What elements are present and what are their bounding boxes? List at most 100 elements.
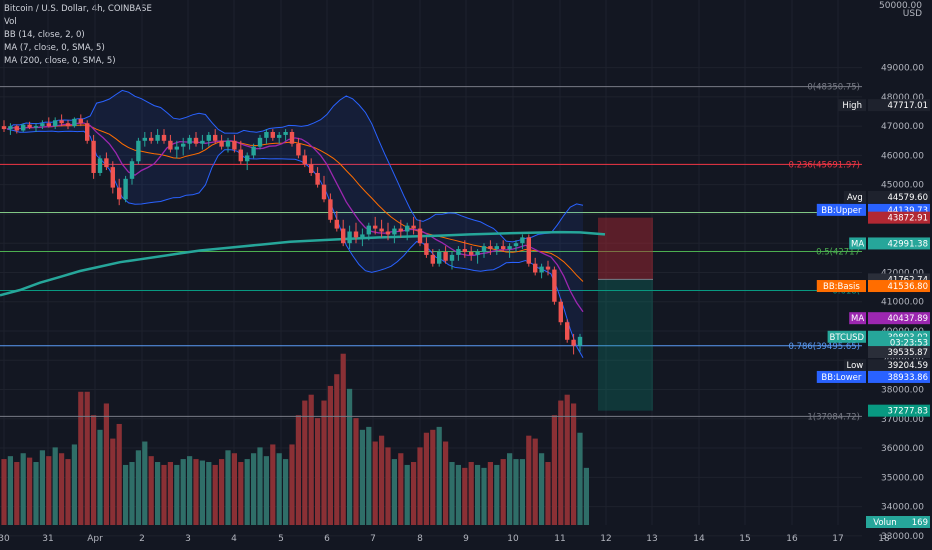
volume-bar: [353, 418, 359, 525]
price-tag-label: BB:Upper: [821, 206, 862, 216]
candle-body: [181, 143, 186, 147]
candle-body: [494, 246, 499, 250]
volume-bar: [347, 388, 353, 525]
volume-bar: [417, 447, 423, 525]
candle-body: [174, 146, 179, 150]
candle-body: [264, 131, 269, 138]
candle-body: [187, 137, 192, 144]
ma7-indicator-label[interactable]: MA (7, close, 0, SMA, 5): [4, 43, 105, 53]
price-tick-label: 38000.00: [881, 386, 924, 396]
candle-body: [53, 120, 58, 127]
volume-bar: [174, 464, 180, 525]
volume-bar: [551, 415, 557, 525]
bb-lower-line: [6, 128, 584, 359]
volume-bar: [526, 435, 532, 525]
fib-level-label: 0(48350.75): [807, 83, 860, 93]
candle-body: [283, 131, 288, 135]
candle-body: [59, 120, 64, 124]
volume-bar: [155, 462, 161, 525]
volume-bar: [276, 453, 282, 525]
date-tick-label: 17: [832, 534, 843, 544]
date-tick-label: 30: [0, 534, 10, 544]
date-tick-label: 18: [878, 534, 890, 544]
price-tick-label: 48000.00: [881, 93, 924, 103]
volume-bar: [532, 438, 538, 525]
volume-bar: [449, 462, 455, 525]
price-tag-label: High: [842, 101, 862, 111]
candle-body: [129, 161, 135, 179]
volume-bar: [302, 400, 308, 525]
ma200-indicator-label[interactable]: MA (200, close, 0, SMA, 5): [4, 56, 116, 66]
candle-body: [206, 134, 211, 141]
candle-body: [117, 187, 122, 200]
candle-body: [97, 158, 103, 173]
volume-bar: [103, 403, 109, 525]
volume-bar: [20, 453, 26, 525]
volume-bar: [558, 400, 564, 525]
candle-body: [398, 228, 403, 232]
volume-bar: [500, 459, 506, 525]
candle-body: [85, 123, 90, 141]
candle-body: [405, 225, 410, 232]
candle-body: [302, 155, 307, 165]
price-tick-label: 46000.00: [881, 151, 924, 161]
price-tag-bg: [868, 211, 930, 224]
ma200-line: [0, 230, 606, 297]
date-tick-label: 31: [42, 534, 53, 544]
candle-body: [411, 225, 416, 229]
volume-bar: [257, 447, 263, 525]
date-tick-label: Apr: [87, 534, 103, 544]
volume-bar: [295, 415, 301, 525]
candle-body: [526, 237, 531, 264]
volume-bar: [187, 456, 193, 525]
candle-body: [545, 266, 551, 270]
candle-body: [462, 249, 467, 252]
bb-basis-line: [6, 124, 584, 282]
price-tag-label-bg: [843, 190, 866, 203]
candle-body: [142, 137, 147, 141]
volume-bar: [539, 453, 545, 525]
currency-unit-label: USD: [903, 9, 922, 19]
date-tick-label: 6: [324, 534, 330, 544]
vol-indicator-label[interactable]: Vol: [4, 17, 17, 27]
price-tag-label-bg: [816, 370, 866, 383]
price-tag-bg: [868, 359, 930, 372]
volume-bar: [116, 423, 122, 525]
volume-bar: [443, 441, 449, 525]
candle-body: [552, 269, 557, 302]
price-tag-value: 37277.83: [887, 407, 928, 417]
candle-body: [8, 126, 13, 130]
volume-bar: [334, 374, 340, 525]
candle-body: [161, 134, 167, 141]
volume-bar: [487, 462, 493, 525]
price-tag-value: 44579.60: [887, 193, 928, 203]
candle-body: [155, 134, 160, 141]
time-axis[interactable]: 30 31 Apr 2 3 4 5 6 7 8 9 10 11 12 13 14 15 16 17 18: [0, 534, 890, 544]
volume-bar: [583, 467, 589, 525]
price-tag-bg: [868, 370, 930, 383]
candle-body: [501, 246, 506, 250]
candle-body: [289, 131, 295, 144]
price-tick-label: 35000.00: [881, 473, 924, 483]
volume-bar: [308, 394, 314, 525]
volume-bar: [455, 464, 461, 525]
bb-upper-line: [6, 89, 584, 243]
price-tag-label-bg: [849, 312, 866, 325]
fib-retracement: 0(48350.75)0.236(45691.97)0.3820.5(42717…: [0, 83, 862, 422]
candle-body: [513, 243, 519, 247]
bb-indicator-label[interactable]: BB (14, close, 2, 0): [4, 30, 85, 40]
symbol-title[interactable]: Bitcoin / U.S. Dollar, 4h, COINBASE: [4, 4, 152, 14]
volume-bar: [71, 444, 77, 525]
volume-bar: [359, 429, 365, 525]
price-tag-value: 39535.87: [887, 348, 928, 358]
volume-bar: [135, 450, 141, 525]
volume-bar: [411, 462, 417, 525]
short-position-tool[interactable]: [598, 217, 653, 411]
candle-body: [78, 118, 83, 124]
price-tag-bg: [868, 336, 930, 349]
candle-body: [270, 131, 275, 138]
fib-level-label: 0.236(45691.97): [788, 160, 860, 170]
candle-body: [334, 219, 339, 229]
candle-body: [315, 172, 320, 185]
